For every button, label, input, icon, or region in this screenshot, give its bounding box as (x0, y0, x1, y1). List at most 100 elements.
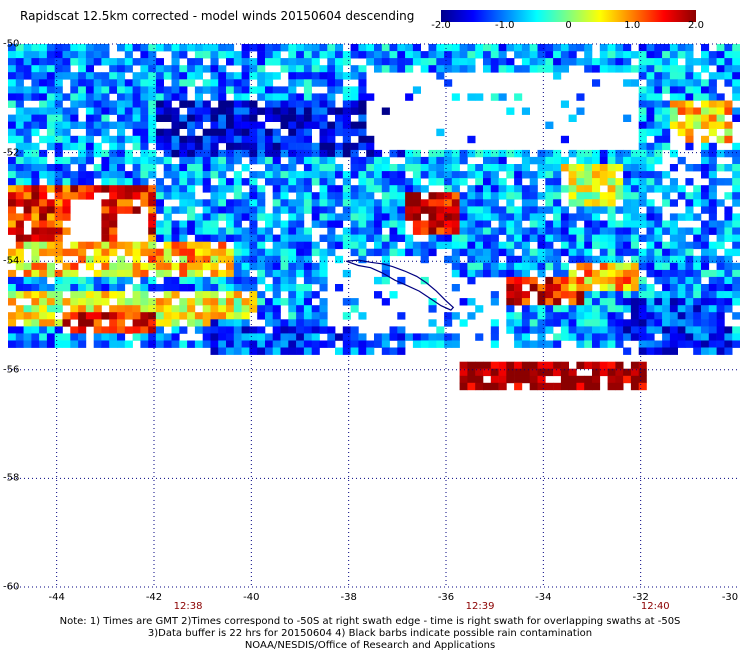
wind-cell (506, 291, 515, 299)
wind-cell (280, 44, 289, 52)
wind-cell (46, 107, 55, 115)
wind-cell (358, 171, 367, 179)
wind-cell (272, 164, 281, 172)
wind-cell (335, 199, 344, 207)
wind-cell (405, 164, 414, 172)
wind-cell (265, 178, 274, 186)
wind-cell (506, 255, 515, 264)
wind-cell (514, 65, 523, 73)
wind-cell (54, 142, 63, 151)
wind-cell (15, 114, 24, 122)
wind-cell (397, 192, 406, 200)
wind-cell (607, 262, 616, 271)
wind-cell (459, 58, 468, 66)
wind-cell (23, 86, 32, 94)
wind-cell (233, 319, 242, 327)
wind-cell (226, 291, 235, 299)
wind-cell (171, 114, 180, 122)
wind-cell (374, 333, 383, 341)
wind-cell (218, 255, 227, 264)
wind-cell (148, 319, 157, 327)
wind-cell (124, 241, 133, 250)
wind-cell (265, 312, 274, 320)
wind-cell (342, 142, 351, 151)
wind-cell (140, 319, 149, 327)
wind-cell (148, 65, 157, 73)
wind-cell (226, 248, 235, 257)
wind-cell (638, 121, 647, 129)
wind-cell (358, 79, 367, 87)
wind-cell (171, 128, 180, 137)
wind-cell (327, 135, 336, 144)
wind-cell (249, 58, 258, 66)
wind-cell (607, 156, 616, 165)
wind-cell (436, 199, 445, 207)
wind-cell (249, 107, 258, 115)
wind-cell (607, 382, 616, 391)
wind-cell (677, 291, 686, 299)
wind-cell (342, 298, 351, 306)
wind-cell (669, 220, 678, 228)
wind-cell (226, 156, 235, 165)
wind-cell (592, 326, 601, 334)
wind-cell (389, 347, 398, 355)
wind-cell (701, 319, 710, 327)
wind-cell (405, 178, 414, 186)
wind-cell (226, 269, 235, 278)
wind-cell (327, 79, 336, 87)
lon-tick-label: -38 (340, 592, 357, 603)
wind-cell (46, 262, 55, 271)
wind-cell (319, 312, 328, 320)
wind-cell (483, 206, 492, 214)
wind-cell (654, 326, 663, 334)
wind-cell (265, 156, 274, 165)
wind-cell (311, 51, 320, 59)
wind-cell (210, 284, 219, 292)
wind-cell (8, 86, 17, 94)
wind-cell (568, 51, 577, 59)
wind-cell (335, 107, 344, 115)
wind-cell (623, 58, 632, 66)
wind-cell (194, 65, 203, 73)
wind-cell (568, 164, 577, 172)
wind-cell (374, 156, 383, 165)
lon-tick-label: -44 (48, 592, 65, 603)
wind-cell (576, 199, 585, 207)
wind-cell (677, 298, 686, 306)
wind-cell (148, 44, 157, 52)
wind-cell (568, 291, 577, 299)
wind-cell (444, 234, 453, 242)
wind-cell (459, 234, 468, 242)
wind-cell (319, 93, 328, 101)
wind-cell (662, 135, 671, 144)
wind-cell (62, 192, 71, 200)
wind-cell (615, 185, 624, 193)
wind-cell (724, 58, 733, 66)
wind-cell (405, 213, 414, 221)
wind-cell (584, 269, 593, 278)
wind-cell (389, 178, 398, 186)
wind-cell (155, 93, 164, 101)
lat-tick-label: -58 (3, 472, 20, 484)
wind-cell (662, 298, 671, 306)
wind-cell (202, 100, 211, 108)
wind-cell (15, 333, 24, 341)
wind-cell (576, 185, 585, 193)
wind-cell (8, 333, 17, 341)
wind-cell (701, 269, 710, 278)
wind-cell (412, 149, 421, 158)
wind-cell (233, 276, 242, 285)
wind-cell (179, 72, 188, 80)
wind-cell (490, 333, 499, 341)
wind-cell (54, 333, 63, 341)
wind-cell (420, 276, 429, 285)
wind-cell (654, 276, 663, 285)
wind-cell (381, 298, 390, 306)
wind-cell (93, 319, 102, 327)
wind-cell (521, 241, 530, 250)
wind-cell (272, 107, 281, 115)
wind-cell (233, 269, 242, 278)
wind-cell (23, 312, 32, 320)
wind-cell (553, 298, 562, 306)
wind-cell (101, 333, 110, 341)
